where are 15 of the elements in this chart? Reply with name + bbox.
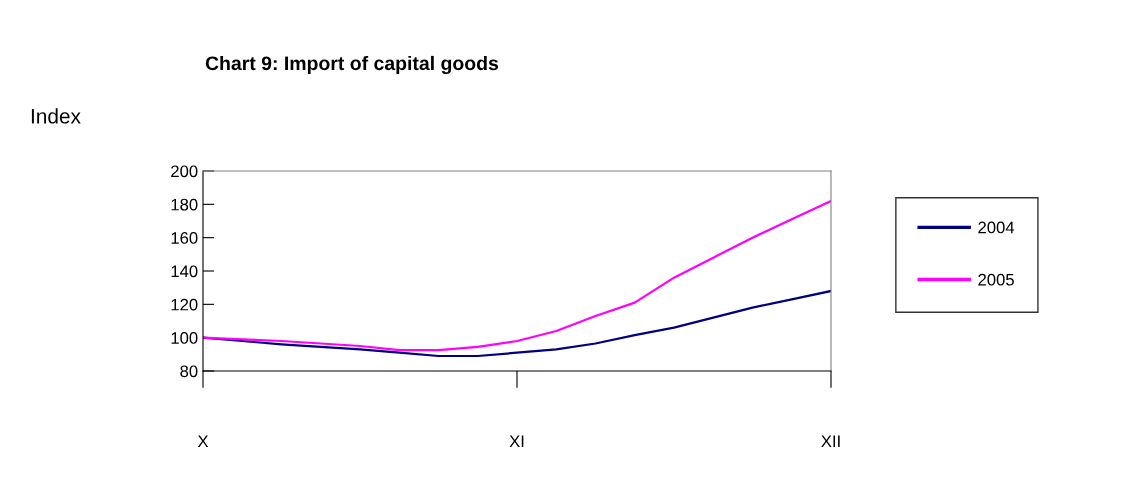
x-tick-label: X	[197, 435, 209, 447]
x-tick-label: XII	[821, 435, 840, 447]
y-tick-label: 200	[171, 165, 198, 178]
y-axis-title: Index	[31, 108, 81, 124]
y-tick-label: 160	[171, 232, 198, 244]
chart-title: Chart 9: Import of capital goods	[205, 55, 499, 75]
line-series	[203, 199, 831, 352]
y-tick-label: 100	[171, 332, 198, 344]
y-tick-label: 80	[180, 365, 198, 378]
legend-label: 2004	[978, 221, 1015, 234]
y-tick-label: 120	[171, 298, 198, 311]
y-tick-label: 140	[171, 265, 198, 278]
y-tick-label: 180	[171, 198, 198, 211]
x-tick-label: XI	[509, 435, 524, 447]
legend-label: 2005	[978, 273, 1014, 286]
